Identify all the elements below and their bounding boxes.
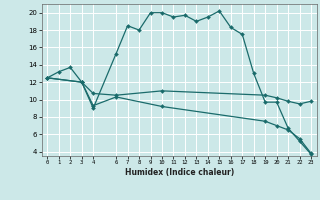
X-axis label: Humidex (Indice chaleur): Humidex (Indice chaleur): [124, 168, 234, 177]
